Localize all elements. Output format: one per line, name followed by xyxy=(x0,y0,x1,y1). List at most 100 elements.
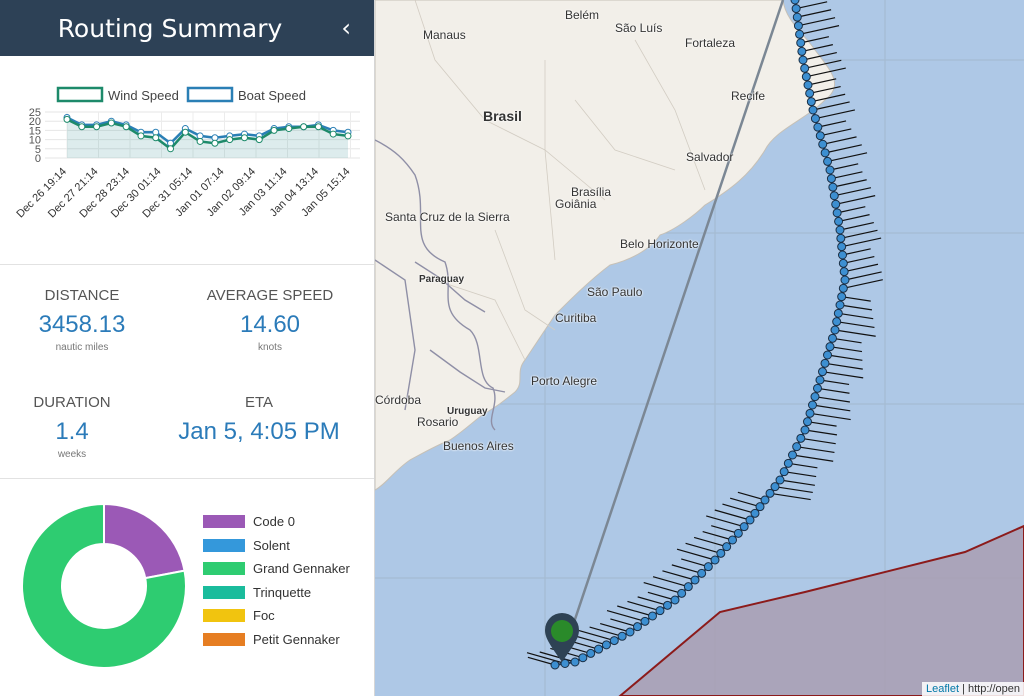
state-borders xyxy=(414,0,706,361)
route-waypoint xyxy=(617,631,627,641)
wind-barb xyxy=(730,497,761,508)
route-waypoint xyxy=(625,627,635,637)
wind-barb xyxy=(527,656,556,666)
route-waypoint xyxy=(594,644,604,654)
y-tick-label: 25 xyxy=(29,107,41,119)
legend-item: Petit Gennaker xyxy=(203,628,350,652)
wind-barb xyxy=(815,109,856,120)
route-waypoint xyxy=(823,156,833,166)
wind-barb xyxy=(792,454,834,462)
y-tick-label: 0 xyxy=(35,153,41,165)
y-tick-label: 15 xyxy=(29,125,41,137)
route-waypoint xyxy=(795,29,805,39)
start-marker[interactable] xyxy=(545,613,579,662)
legend-label: Code 0 xyxy=(253,514,295,530)
route-waypoint xyxy=(808,105,818,115)
wind-barb xyxy=(827,152,868,163)
route-waypoint xyxy=(801,72,811,82)
route-waypoint xyxy=(826,174,836,184)
duration-value: 1.4 xyxy=(55,418,89,445)
direct-route-line xyxy=(560,0,785,659)
legend-label: Boat Speed xyxy=(238,88,306,103)
map-place-label: Porto Alegre xyxy=(531,374,598,388)
route-waypoint xyxy=(683,582,693,592)
attribution-text: | http://open xyxy=(959,683,1020,695)
map-place-label: Brasil xyxy=(483,108,522,124)
route-waypoint xyxy=(775,475,785,485)
route-waypoint xyxy=(790,0,800,5)
route-waypoint xyxy=(832,208,842,218)
route-waypoint xyxy=(765,488,775,498)
wind-barb xyxy=(807,421,837,427)
legend-item: Foc xyxy=(203,604,350,628)
wind-barb xyxy=(807,78,837,86)
wind-barb xyxy=(809,412,851,421)
series-point xyxy=(63,115,71,123)
route-waypoint xyxy=(835,300,845,310)
wind-barb xyxy=(819,379,850,386)
map-place-label: Paraguay xyxy=(419,274,465,285)
wind-barb xyxy=(799,25,840,35)
map-place-label: Buenos Aires xyxy=(443,439,514,453)
wind-barb xyxy=(839,304,873,311)
route-waypoint xyxy=(792,442,802,452)
leaflet-link[interactable]: Leaflet xyxy=(926,683,960,695)
route-waypoint xyxy=(829,191,839,201)
map-view[interactable]: Belém Manaus São Luís Fortaleza Brasil Recife… xyxy=(375,0,1024,696)
route-waypoint xyxy=(815,375,825,385)
route-waypoint xyxy=(792,12,802,22)
distance-unit: nautic miles xyxy=(55,342,109,353)
wind-barb xyxy=(606,609,646,622)
map-place-label: Brasília xyxy=(571,185,612,199)
map-canvas[interactable] xyxy=(375,0,1024,696)
legend-swatch xyxy=(203,585,245,599)
route-waypoint xyxy=(832,317,842,327)
route-waypoint xyxy=(815,131,825,141)
legend-swatch xyxy=(56,86,104,103)
route-waypoint xyxy=(663,600,672,610)
wind-barb xyxy=(637,596,668,606)
legend-item: Trinquette xyxy=(203,581,350,605)
map-place-label: Curitiba xyxy=(555,311,597,325)
wind-barb xyxy=(681,558,709,568)
legend-label: Grand Gennaker xyxy=(253,561,350,577)
route-waypoint xyxy=(838,283,848,293)
wind-barb xyxy=(834,187,872,197)
route-waypoint xyxy=(716,548,726,558)
legend-label: Foc xyxy=(253,608,275,624)
wind-barb xyxy=(589,626,623,637)
route-waypoint xyxy=(783,458,793,468)
panel-title: Routing Summary xyxy=(57,14,283,43)
wind-barb xyxy=(779,479,815,486)
series-point xyxy=(78,123,86,131)
route-waypoint xyxy=(670,595,680,605)
route-waypoint xyxy=(805,408,815,418)
antarctic-zone xyxy=(618,524,1024,696)
wind-barb xyxy=(844,263,879,273)
map-place-label: Belo Horizonte xyxy=(620,237,699,251)
wind-barb xyxy=(647,591,676,601)
route-waypoint xyxy=(837,242,847,252)
collapse-icon[interactable]: ‹ xyxy=(341,14,351,42)
series-point xyxy=(152,134,160,142)
series-point xyxy=(196,137,204,145)
wind-barb xyxy=(836,321,875,329)
map-place-label: Santa Cruz de la Sierra xyxy=(385,210,510,224)
route-waypoint xyxy=(796,38,806,48)
wind-barb xyxy=(652,576,689,588)
wind-barb xyxy=(774,486,813,494)
y-tick-label: 5 xyxy=(35,144,41,156)
route-waypoint xyxy=(640,616,650,626)
map-place-label: Manaus xyxy=(423,28,466,42)
wind-barb xyxy=(676,548,716,561)
map-place-label: São Paulo xyxy=(587,285,643,299)
legend-label: Trinquette xyxy=(253,584,312,600)
series-point xyxy=(344,132,352,140)
route-waypoint xyxy=(808,400,817,410)
route-waypoint xyxy=(813,383,822,393)
wind-barb xyxy=(811,93,846,103)
map-place-label: Rosario xyxy=(417,415,459,429)
map-place-label: Goiânia xyxy=(555,197,597,211)
series-point xyxy=(270,126,278,134)
